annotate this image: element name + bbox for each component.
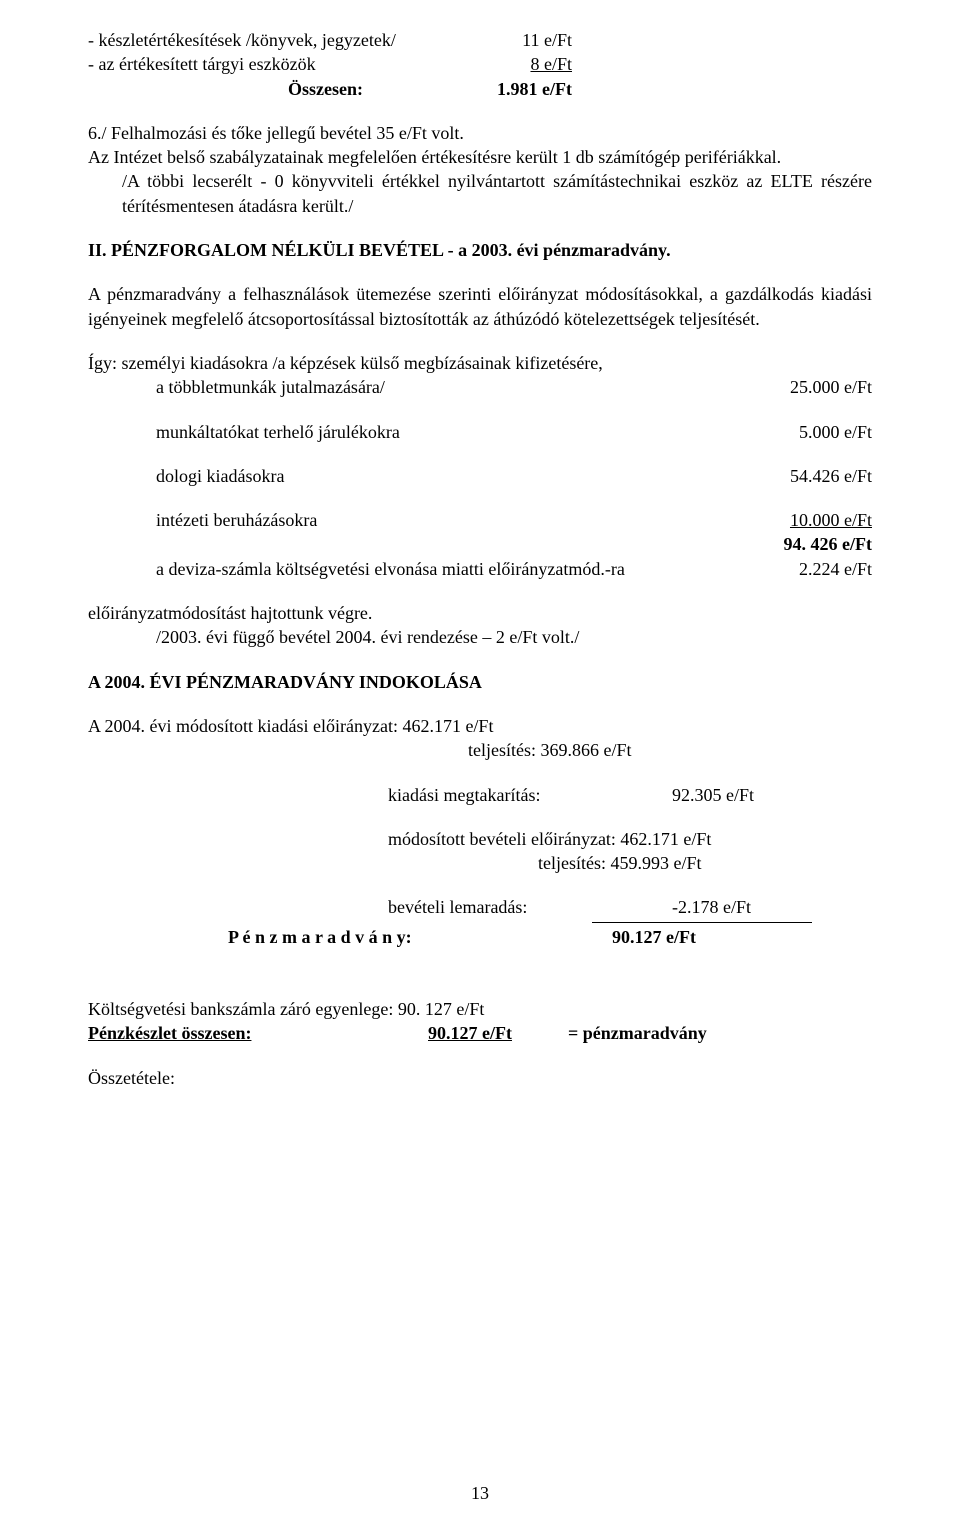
para-lecser: /A többi lecserélt - 0 könyvviteli érték… bbox=[88, 169, 872, 218]
value-dologi: 54.426 e/Ft bbox=[712, 464, 872, 488]
eloi-line1: előirányzatmódosítást hajtottunk végre. bbox=[88, 601, 872, 625]
value-pmv: 90.127 e/Ft bbox=[612, 925, 872, 949]
suffix-pk: = pénzmaradvány bbox=[548, 1021, 707, 1045]
row-penzmaradvany: P é n z m a r a d v á n y: 90.127 e/Ft bbox=[88, 925, 872, 949]
row-intezeti-total: 94. 426 e/Ft bbox=[88, 532, 872, 556]
row-penzkeszlet: Pénzkészlet összesen: 90.127 e/Ft = pénz… bbox=[88, 1021, 872, 1045]
value-pk: 90.127 e/Ft bbox=[428, 1021, 548, 1045]
row-fixed-assets: - az értékesített tárgyi eszközök 8 e/Ft bbox=[88, 52, 872, 76]
osszetetele: Összetétele: bbox=[88, 1066, 872, 1090]
value-total: 1.981 e/Ft bbox=[482, 77, 572, 101]
igy-line2-value: 25.000 e/Ft bbox=[712, 375, 872, 399]
value-deviza: 2.224 e/Ft bbox=[712, 557, 872, 581]
value-bev-lem: -2.178 e/Ft bbox=[672, 895, 872, 919]
value-fixed-assets: 8 e/Ft bbox=[482, 52, 572, 76]
value-inventory-sales: 11 e/Ft bbox=[482, 28, 572, 52]
mod-bev-teljes: teljesítés: 459.993 e/Ft bbox=[388, 851, 872, 875]
row-deviza: a deviza-számla költségvetési elvonása m… bbox=[88, 557, 872, 581]
eloi-line2: /2003. évi függő bevétel 2004. évi rende… bbox=[88, 625, 872, 649]
para-penzmaradvany: A pénzmaradvány a felhasználások ütemezé… bbox=[88, 282, 872, 331]
row-bev-lem: bevételi lemaradás: -2.178 e/Ft bbox=[388, 895, 872, 919]
igy-line1: Így: személyi kiadásokra /a képzések kül… bbox=[88, 351, 872, 375]
value-intezeti-beruh: 10.000 e/Ft bbox=[712, 508, 872, 532]
label-kiad-megtak: kiadási megtakarítás: bbox=[388, 783, 672, 807]
value-intezeti-total: 94. 426 e/Ft bbox=[712, 532, 872, 556]
value-kiad-megtak: 92.305 e/Ft bbox=[672, 783, 872, 807]
para-intezeti: Az Intézet belső szabályzatainak megfele… bbox=[88, 145, 872, 169]
label-total: Összesen: bbox=[88, 77, 482, 101]
row-munkaltatok: munkáltatókat terhelő járulékokra 5.000 … bbox=[88, 420, 872, 444]
row-inventory-sales: - készletértékesítések /könyvek, jegyzet… bbox=[88, 28, 872, 52]
row-total: Összesen: 1.981 e/Ft bbox=[88, 77, 872, 101]
heading-section-2: II. PÉNZFORGALOM NÉLKÜLI BEVÉTEL - a 200… bbox=[88, 238, 872, 262]
a2004-teljes: teljesítés: 369.866 e/Ft bbox=[88, 738, 872, 762]
bank-line: Költségvetési bankszámla záró egyenlege:… bbox=[88, 997, 872, 1021]
value-munkaltatok: 5.000 e/Ft bbox=[712, 420, 872, 444]
label-inventory-sales: - készletértékesítések /könyvek, jegyzet… bbox=[88, 28, 482, 52]
divider-line bbox=[592, 922, 812, 923]
label-pk: Pénzkészlet összesen: bbox=[88, 1021, 428, 1045]
label-pmv: P é n z m a r a d v á n y: bbox=[88, 925, 612, 949]
igy-line2-label: a többletmunkák jutalmazására/ bbox=[88, 375, 712, 399]
row-intezeti-beruh: intézeti beruházásokra 10.000 e/Ft bbox=[88, 508, 872, 532]
label-munkaltatok: munkáltatókat terhelő járulékokra bbox=[88, 420, 712, 444]
a2004-line1: A 2004. évi módosított kiadási előirányz… bbox=[88, 714, 872, 738]
mod-bev-line: módosított bevételi előirányzat: 462.171… bbox=[388, 827, 872, 851]
label-dologi: dologi kiadásokra bbox=[88, 464, 712, 488]
page-number: 13 bbox=[0, 1481, 960, 1505]
label-bev-lem: bevételi lemaradás: bbox=[388, 895, 672, 919]
igy-line2-row: a többletmunkák jutalmazására/ 25.000 e/… bbox=[88, 375, 872, 399]
label-deviza: a deviza-számla költségvetési elvonása m… bbox=[88, 557, 712, 581]
label-fixed-assets: - az értékesített tárgyi eszközök bbox=[88, 52, 482, 76]
label-intezeti-beruh: intézeti beruházásokra bbox=[88, 508, 712, 532]
para-6: 6./ Felhalmozási és tőke jellegű bevétel… bbox=[88, 121, 872, 145]
top-summary-block: - készletértékesítések /könyvek, jegyzet… bbox=[88, 28, 872, 101]
row-kiad-megtak: kiadási megtakarítás: 92.305 e/Ft bbox=[388, 783, 872, 807]
row-dologi: dologi kiadásokra 54.426 e/Ft bbox=[88, 464, 872, 488]
heading-a2004: A 2004. ÉVI PÉNZMARADVÁNY INDOKOLÁSA bbox=[88, 670, 872, 694]
